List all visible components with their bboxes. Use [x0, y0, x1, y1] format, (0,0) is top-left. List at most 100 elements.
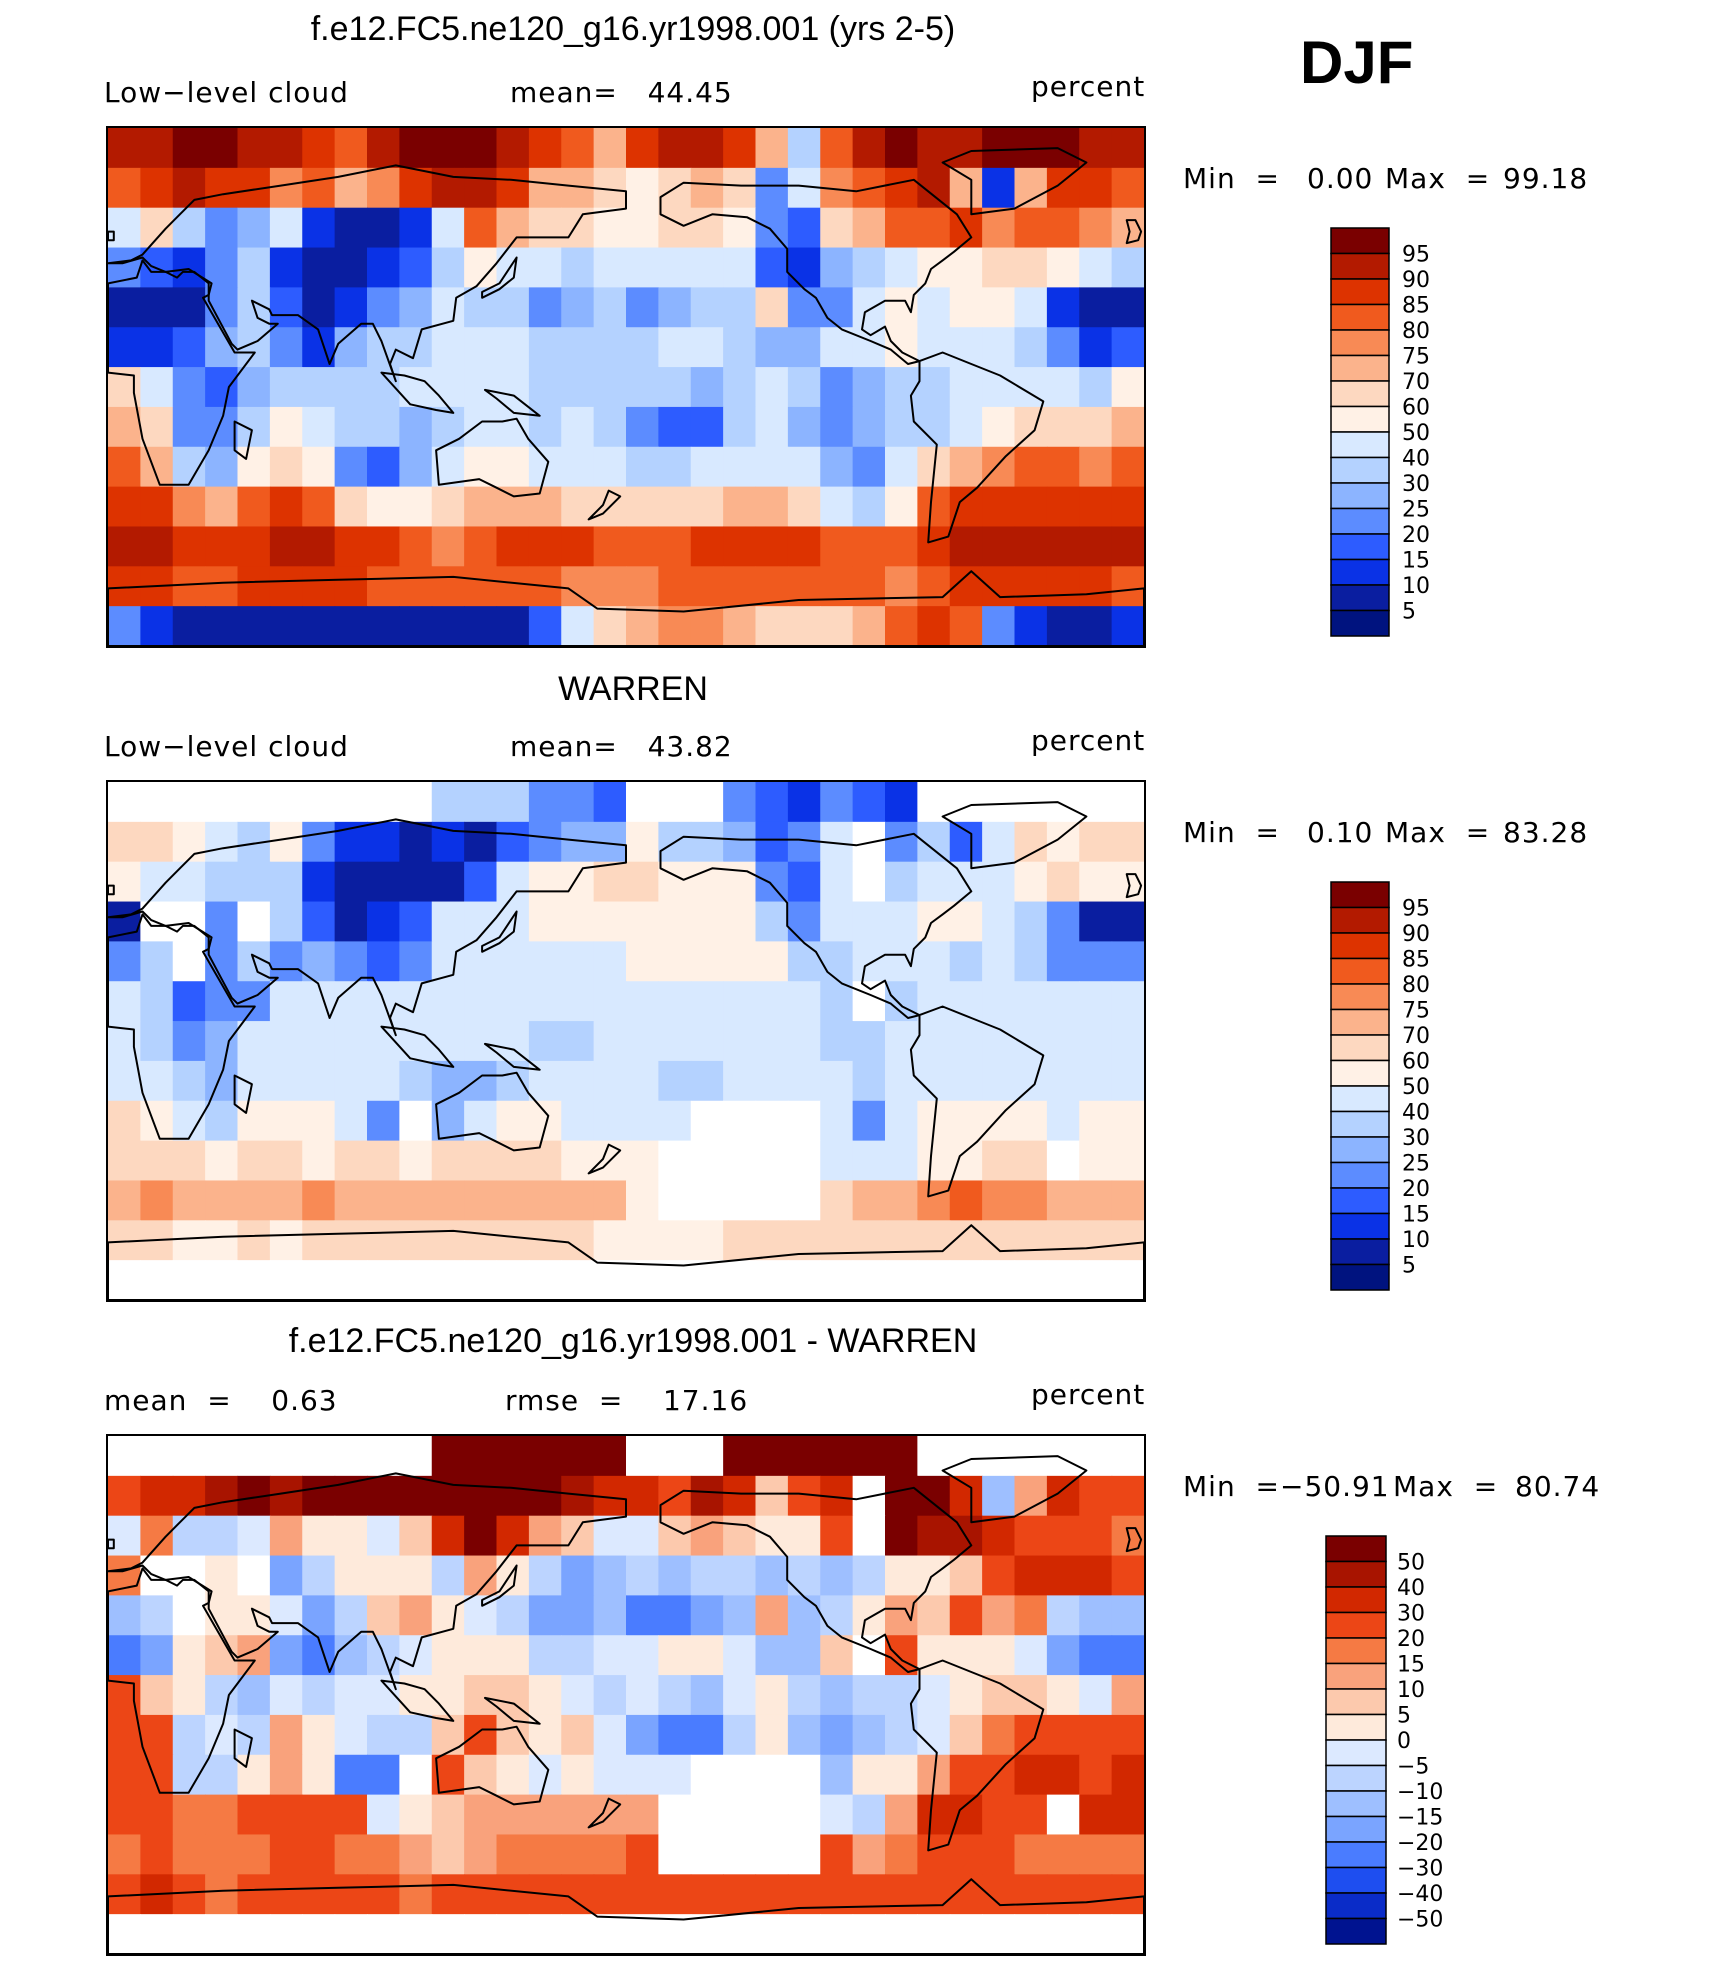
colorbar-tick-label: 50	[1397, 1551, 1425, 1576]
field-cell	[820, 1555, 854, 1596]
colorbar-tick-label: 60	[1402, 396, 1430, 421]
missing-data-cell	[723, 1180, 757, 1221]
colorbar-box	[1330, 354, 1390, 382]
field-cell	[949, 128, 983, 169]
field-cell	[237, 566, 271, 607]
field-cell	[399, 526, 433, 567]
colorbar-box	[1330, 252, 1390, 280]
colorbar-tick-label: 40	[1402, 447, 1430, 472]
field-cell	[593, 287, 627, 328]
field-cell	[464, 606, 498, 646]
colorbar-tick-label: 80	[1402, 319, 1430, 344]
panel-1-min-value: 0.00	[1307, 162, 1374, 195]
field-cell	[917, 167, 951, 209]
field-cell	[431, 981, 465, 1022]
field-cell	[949, 367, 983, 408]
field-cell	[1046, 1180, 1080, 1221]
field-cell	[528, 1555, 562, 1596]
field-cell	[172, 1794, 206, 1836]
field-cell	[982, 1794, 1016, 1836]
field-cell	[431, 782, 465, 823]
field-cell	[172, 128, 206, 169]
colorbar-box	[1330, 507, 1390, 535]
field-cell	[723, 1595, 757, 1636]
field-cell	[755, 1635, 789, 1676]
field-cell	[561, 1021, 595, 1062]
field-cell	[269, 1515, 303, 1557]
field-cell	[237, 1060, 271, 1102]
field-cell	[496, 1595, 530, 1636]
field-cell	[399, 1060, 433, 1102]
field-cell	[528, 406, 562, 448]
field-cell	[528, 941, 562, 982]
field-cell	[658, 901, 692, 942]
field-cell	[1014, 606, 1048, 646]
field-cell	[723, 1060, 757, 1102]
field-cell	[334, 1555, 368, 1596]
field-cell	[1079, 1220, 1113, 1261]
field-cell	[140, 486, 174, 528]
field-cell	[1079, 1714, 1113, 1756]
field-cell	[108, 1754, 141, 1796]
field-cell	[690, 406, 724, 448]
field-cell	[852, 566, 886, 607]
field-cell	[690, 1555, 724, 1596]
field-cell	[949, 1834, 983, 1875]
field-cell	[205, 1180, 239, 1221]
field-cell	[1046, 287, 1080, 328]
field-cell	[723, 1874, 757, 1915]
missing-data-cell	[399, 1100, 433, 1142]
field-cell	[464, 1021, 498, 1062]
field-cell	[1079, 446, 1113, 488]
field-cell	[464, 782, 498, 823]
field-cell	[658, 526, 692, 567]
field-cell	[917, 1595, 951, 1636]
field-cell	[917, 941, 951, 982]
field-cell	[820, 1140, 854, 1182]
field-cell	[269, 861, 303, 903]
field-cell	[334, 861, 368, 903]
coastline	[941, 147, 1088, 216]
colorbar-box	[1325, 1764, 1387, 1792]
field-cell	[723, 1021, 757, 1062]
field-cell	[723, 327, 757, 368]
field-cell	[205, 861, 239, 903]
field-cell	[561, 1794, 595, 1836]
missing-data-cell	[367, 1914, 400, 1954]
field-cell	[1079, 1140, 1113, 1182]
field-cell	[367, 406, 400, 448]
coastline	[108, 913, 256, 1140]
field-cell	[723, 941, 757, 982]
field-cell	[528, 1475, 562, 1517]
field-cell	[561, 406, 595, 448]
missing-data-cell	[528, 1260, 562, 1300]
field-cell	[917, 327, 951, 368]
field-cell	[917, 1180, 951, 1221]
field-cell	[820, 1874, 854, 1915]
field-cell	[237, 1675, 271, 1716]
field-cell	[626, 486, 659, 528]
colorbar-tick-label: 20	[1402, 523, 1430, 548]
field-cell	[1111, 1754, 1144, 1796]
field-cell	[367, 1794, 400, 1836]
coastline	[108, 1472, 627, 1691]
field-cell	[755, 1595, 789, 1636]
field-cell	[172, 1675, 206, 1716]
missing-data-cell	[917, 1260, 951, 1300]
field-cell	[820, 406, 854, 448]
field-cell	[626, 1794, 659, 1836]
field-cell	[593, 1635, 627, 1676]
field-cell	[367, 1140, 400, 1182]
field-cell	[108, 287, 141, 328]
field-cell	[431, 1714, 465, 1756]
field-cell	[820, 1794, 854, 1836]
colorbar-box	[1325, 1713, 1387, 1741]
field-cell	[755, 486, 789, 528]
field-cell	[561, 566, 595, 607]
field-cell	[885, 367, 918, 408]
field-cell	[237, 1220, 271, 1261]
colorbar-box	[1330, 405, 1390, 433]
field-cell	[302, 1220, 336, 1261]
missing-data-cell	[690, 1914, 724, 1954]
field-cell	[820, 1675, 854, 1716]
